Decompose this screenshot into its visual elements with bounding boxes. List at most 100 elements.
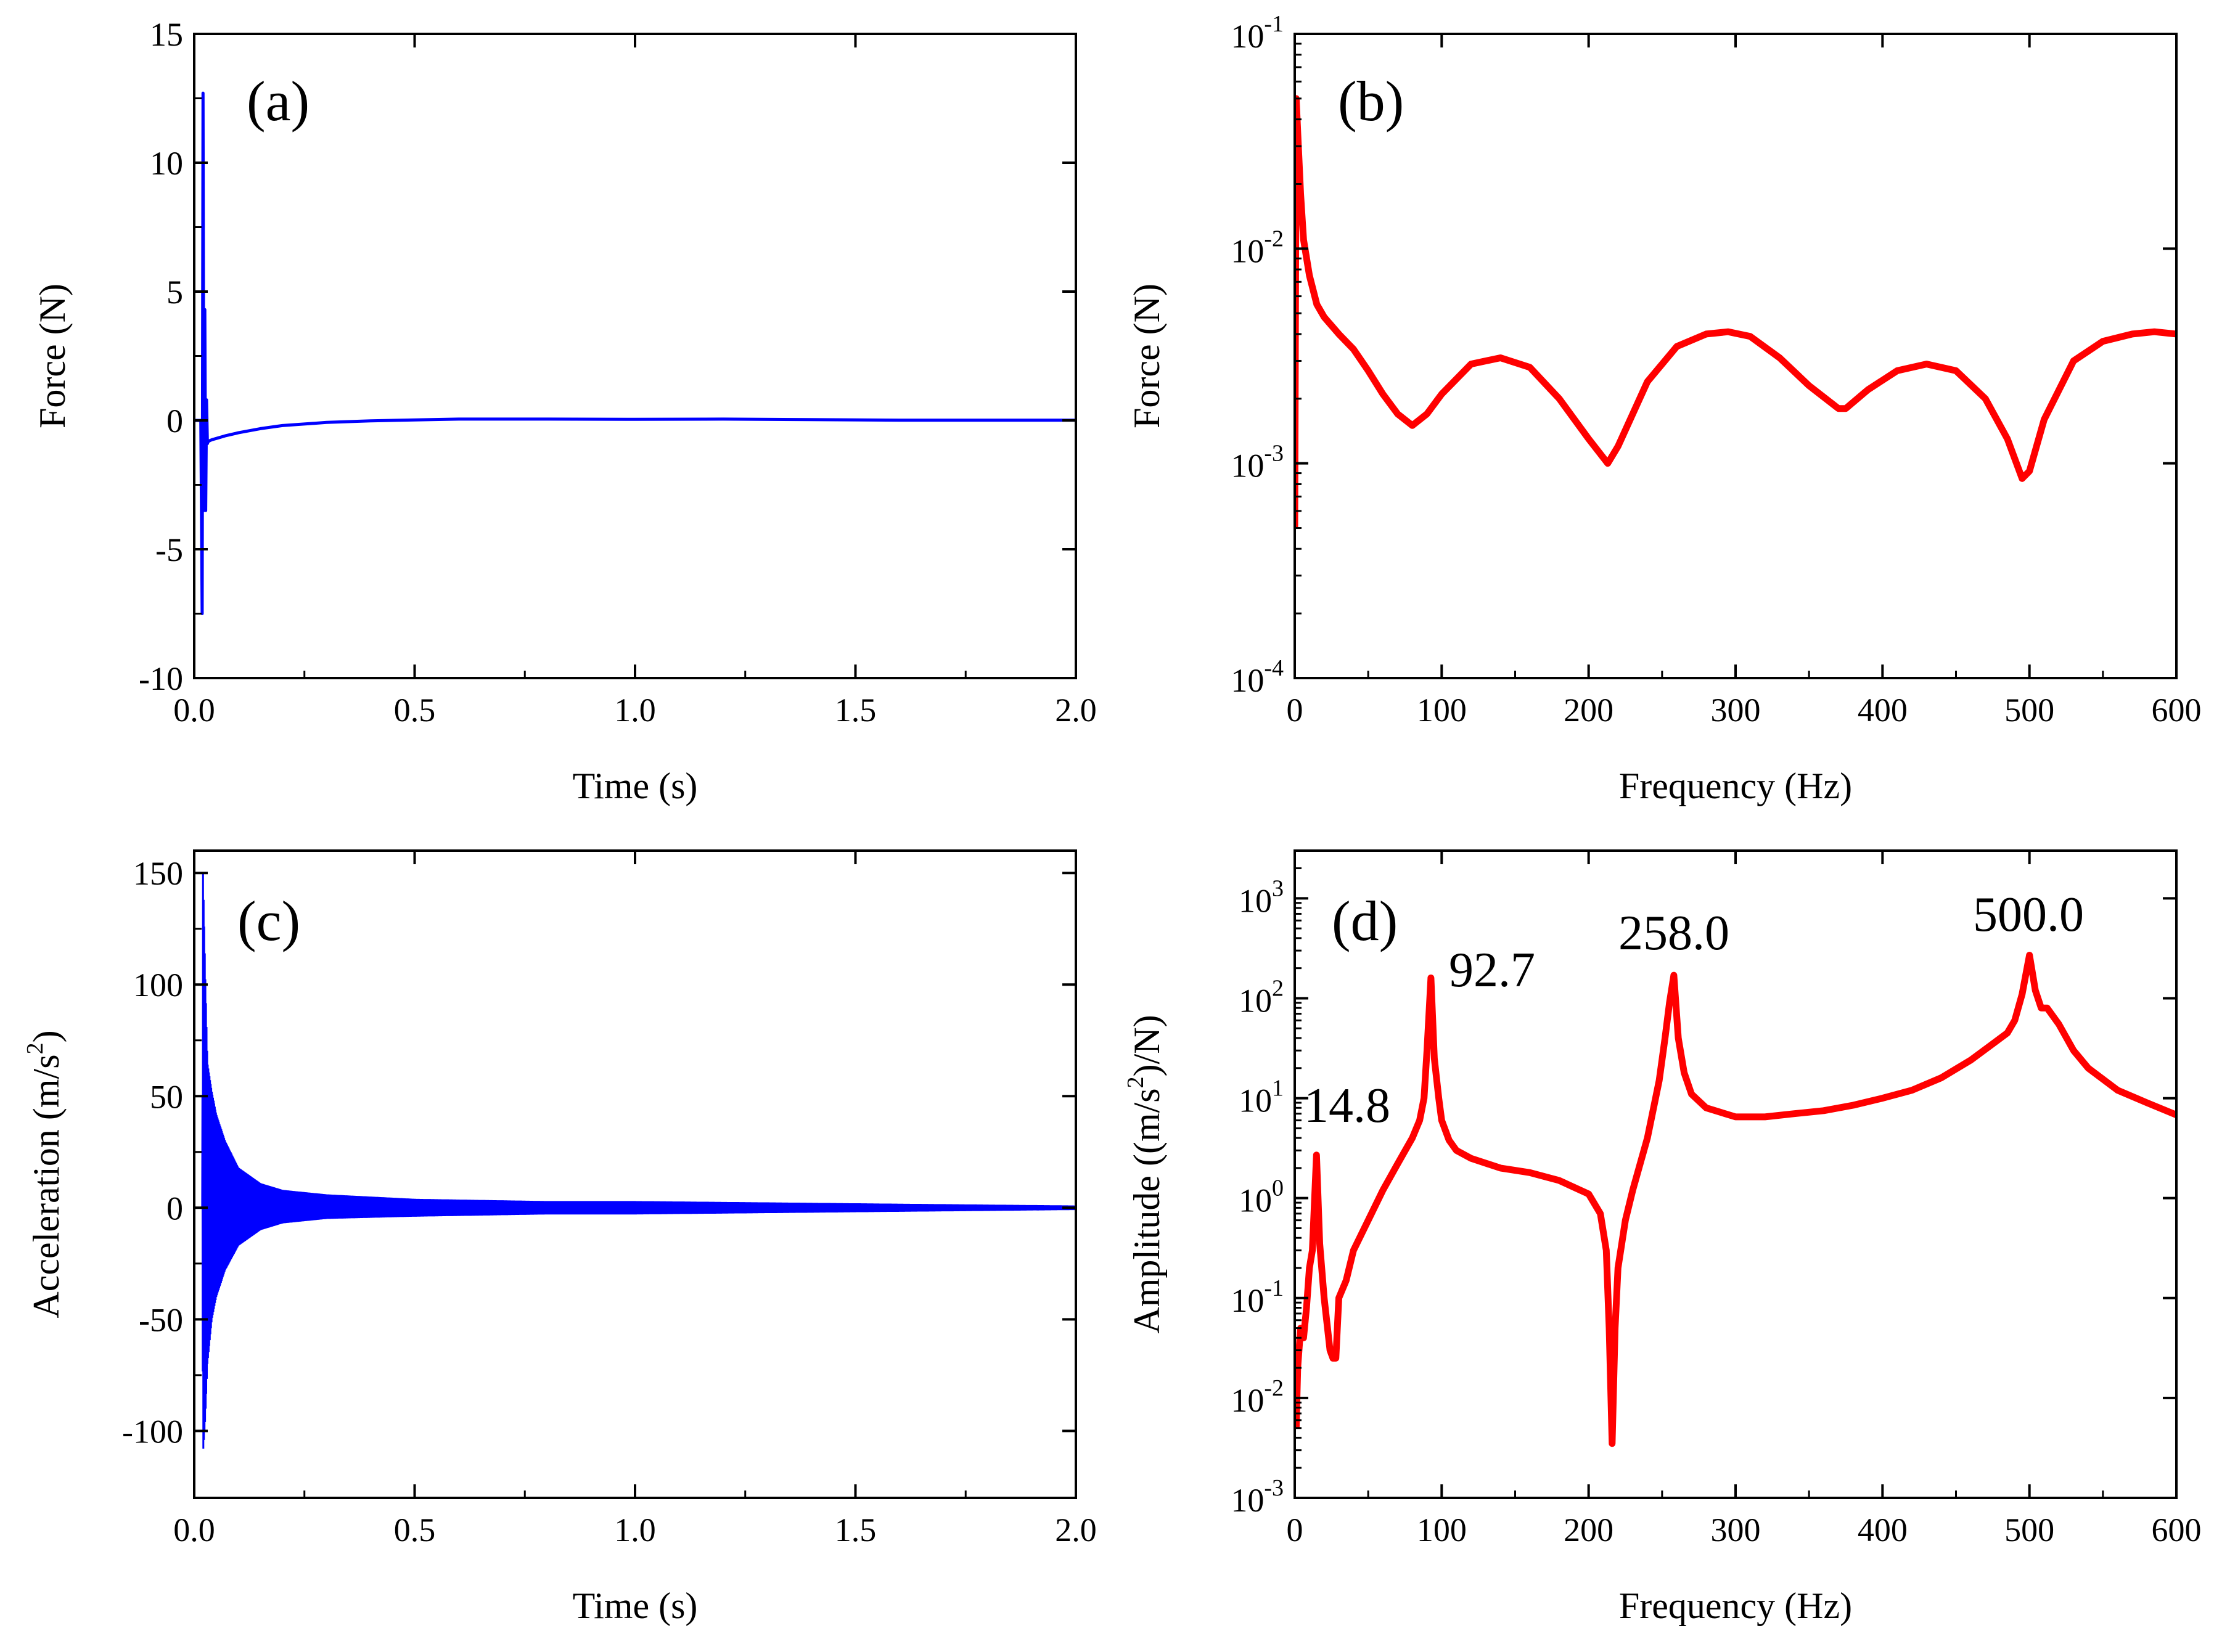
- y-tick-label: 10-4: [1231, 655, 1284, 699]
- panel-a-force-time: 0.0 0.5 1.0 1.5 2.0 -10 -5 0 5 10 15 Time (s) Force …: [32, 16, 1097, 806]
- x-tick-label: 600: [2152, 692, 2202, 729]
- y-tick-label: 10-2: [1231, 1375, 1284, 1419]
- plot-frame: [1294, 33, 2178, 679]
- y-tick-base: 10: [1231, 448, 1264, 485]
- x-tick-label: 1.0: [614, 692, 656, 729]
- x-tick-label: 200: [1564, 692, 1613, 729]
- y-tick-label: 10: [150, 145, 183, 182]
- x-tick-label: 1.0: [614, 1511, 656, 1548]
- y-tick-exponent: 1: [1272, 1076, 1284, 1102]
- y-tick-base: 10: [1239, 882, 1272, 919]
- y-tick-label: 103: [1239, 875, 1284, 919]
- y-tick-label: 10-2: [1231, 226, 1284, 269]
- y-tick-label: 150: [133, 855, 183, 892]
- acceleration-trace: [194, 873, 1076, 1449]
- x-tick-label: 600: [2152, 1511, 2202, 1548]
- peak-annotation: 258.0: [1618, 906, 1729, 960]
- x-tick-label: 2.0: [1055, 1511, 1097, 1548]
- y-tick-exponent: 2: [1272, 975, 1284, 1001]
- y-axis-label: Force (N): [1126, 284, 1167, 428]
- x-axis-label: Frequency (Hz): [1619, 766, 1852, 806]
- panel-d-frf-amplitude: 0 100 200 300 400 500 60010-310-210-1100101102…: [1123, 849, 2202, 1626]
- series-line-force-spectrum: [1295, 95, 2176, 528]
- y-tick-base: 10: [1239, 1182, 1272, 1219]
- panel-label: (d): [1332, 889, 1398, 952]
- x-tick-label: 0.0: [173, 1511, 215, 1548]
- y-tick-base: 10: [1231, 18, 1264, 55]
- y-tick-base: 10: [1231, 1282, 1264, 1319]
- x-tick-label: 200: [1564, 1511, 1613, 1548]
- y-axis-label-sup: 2: [1123, 1076, 1149, 1088]
- peak-annotation: 500.0: [1973, 888, 2084, 942]
- y-tick-exponent: 3: [1272, 875, 1284, 901]
- x-tick-label: 0.5: [394, 692, 436, 729]
- x-axis-label: Frequency (Hz): [1619, 1585, 1852, 1626]
- plot-frame: [1294, 849, 2178, 1499]
- y-tick-exponent: -4: [1264, 655, 1284, 681]
- plot-frame: [193, 33, 1077, 679]
- y-tick-label: 10-1: [1231, 1275, 1284, 1319]
- x-tick-label: 0: [1287, 1511, 1303, 1548]
- y-tick-label: 0: [166, 403, 183, 440]
- x-tick-label: 500: [2004, 1511, 2054, 1548]
- panel-label: (b): [1338, 70, 1404, 133]
- x-tick-label: 0.0: [173, 692, 215, 729]
- panel-label: (a): [247, 70, 310, 133]
- y-axis-label-main: Acceleration (m/s: [26, 1054, 67, 1318]
- y-tick-label: -10: [139, 660, 183, 697]
- y-tick-base: 10: [1231, 1482, 1264, 1519]
- y-tick-label: -50: [139, 1301, 183, 1338]
- y-tick-exponent: -2: [1264, 1375, 1284, 1401]
- x-tick-label: 500: [2004, 692, 2054, 729]
- x-tick-label: 1.5: [835, 692, 877, 729]
- y-axis-label-sup: 2: [22, 1042, 48, 1054]
- y-tick-label: 102: [1239, 975, 1284, 1019]
- x-tick-label: 300: [1711, 692, 1761, 729]
- panel-c-acceleration-time: 0.0 0.5 1.0 1.5 2.0 -100 -50 0 50 100 150 Time (s) A…: [22, 849, 1097, 1626]
- x-tick-label: 0: [1287, 692, 1303, 729]
- y-tick-base: 10: [1231, 662, 1264, 699]
- y-tick-label: 15: [150, 16, 183, 53]
- y-tick-label: -100: [122, 1413, 183, 1450]
- y-axis-label: Amplitude ((m/s2)/N): [1123, 1015, 1167, 1333]
- y-tick-exponent: -3: [1264, 441, 1284, 467]
- y-tick-label: 10-1: [1231, 11, 1284, 55]
- y-tick-base: 10: [1231, 232, 1264, 269]
- y-tick-label: 100: [1239, 1176, 1284, 1219]
- y-tick-label: 5: [166, 274, 183, 311]
- peak-annotation: 92.7: [1449, 943, 1535, 997]
- panel-label: (c): [237, 889, 300, 952]
- x-axis-label: Time (s): [573, 766, 698, 806]
- x-tick-label: 300: [1711, 1511, 1761, 1548]
- y-tick-exponent: -2: [1264, 226, 1284, 251]
- y-tick-label: 50: [150, 1078, 183, 1115]
- y-tick-label: 0: [166, 1190, 183, 1227]
- y-tick-base: 10: [1231, 1382, 1264, 1419]
- y-axis-label-end: )/N): [1126, 1015, 1167, 1076]
- x-tick-label: 1.5: [835, 1511, 877, 1548]
- x-tick-label: 400: [1858, 692, 1908, 729]
- y-tick-label: -5: [155, 531, 183, 568]
- y-tick-label: 10-3: [1231, 1475, 1284, 1519]
- y-axis-label: Acceleration (m/s2): [22, 1030, 67, 1318]
- y-tick-exponent: -1: [1264, 1275, 1284, 1301]
- peak-annotation: 14.8: [1304, 1079, 1390, 1133]
- y-tick-exponent: -3: [1264, 1475, 1284, 1501]
- y-tick-label: 101: [1239, 1076, 1284, 1119]
- y-axis-label-end: ): [26, 1030, 67, 1042]
- y-axis-label-main: Force (N): [1126, 284, 1167, 428]
- y-tick-label: 100: [133, 967, 183, 1004]
- y-tick-base: 10: [1239, 1082, 1272, 1119]
- series-line-frf: [1295, 952, 2176, 1447]
- y-tick-base: 10: [1239, 982, 1272, 1019]
- x-tick-label: 100: [1417, 1511, 1467, 1548]
- y-tick-label: 10-3: [1231, 441, 1284, 485]
- x-tick-label: 100: [1417, 692, 1467, 729]
- y-tick-exponent: 0: [1272, 1176, 1284, 1201]
- x-tick-label: 400: [1858, 1511, 1908, 1548]
- series-line-force: [194, 91, 1076, 615]
- x-tick-label: 2.0: [1055, 692, 1097, 729]
- plot-frame: [193, 849, 1077, 1499]
- y-axis-label-main: Force (N): [32, 284, 73, 428]
